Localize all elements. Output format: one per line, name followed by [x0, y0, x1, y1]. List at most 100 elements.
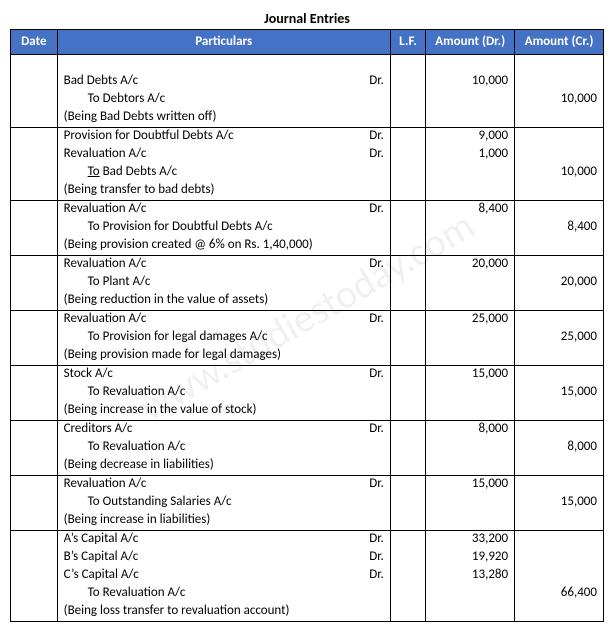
- cell-particulars: Revaluation A/cDr.: [57, 475, 390, 494]
- cell-date: [11, 494, 58, 512]
- cell-amount-dr: [426, 292, 515, 311]
- particulars-text: (Being Bad Debts written off): [64, 109, 217, 124]
- cell-amount-cr: [515, 347, 604, 366]
- cell-lf: [390, 567, 426, 585]
- cell-amount-cr: 8,400: [515, 219, 604, 237]
- table-row: (Being provision created @ 6% on Rs. 1,4…: [11, 237, 604, 256]
- cell-amount-dr: [426, 182, 515, 201]
- cell-particulars: To Provision for legal damages A/c: [57, 329, 390, 347]
- particulars-text: To Provision for Doubtful Debts A/c: [64, 219, 273, 236]
- cell-lf: [390, 512, 426, 531]
- cell-date: [11, 219, 58, 237]
- header-lf: L.F.: [390, 30, 426, 55]
- table-row: (Being transfer to bad debts): [11, 182, 604, 201]
- cell-amount-dr: 25,000: [426, 310, 515, 329]
- cell-particulars: (Being provision created @ 6% on Rs. 1,4…: [57, 237, 390, 256]
- cell-date: [11, 274, 58, 292]
- particulars-text: (Being increase in the value of stock): [64, 402, 257, 417]
- table-row: Bad Debts A/cDr.10,000: [11, 73, 604, 91]
- table-row: To Debtors A/c 10,000: [11, 91, 604, 109]
- cell-lf: [390, 292, 426, 311]
- cell-particulars: (Being reduction in the value of assets): [57, 292, 390, 311]
- cell-particulars: Provision for Doubtful Debts A/cDr.: [57, 127, 390, 146]
- cell-date: [11, 365, 58, 384]
- cell-amount-dr: [426, 494, 515, 512]
- cell-date: [11, 182, 58, 201]
- table-row: Stock A/cDr.15,000: [11, 365, 604, 384]
- cell-amount-dr: 9,000: [426, 127, 515, 146]
- cell-date: [11, 420, 58, 439]
- cell-amount-cr: [515, 457, 604, 476]
- cell-lf: [390, 530, 426, 549]
- particulars-text: Revaluation A/c: [64, 311, 147, 326]
- particulars-text: Revaluation A/c: [64, 201, 147, 216]
- cell-particulars: A’s Capital A/cDr.: [57, 530, 390, 549]
- cell-amount-dr: [426, 274, 515, 292]
- cell-amount-cr: [515, 402, 604, 421]
- table-row: (Being reduction in the value of assets): [11, 292, 604, 311]
- dr-mark: Dr.: [369, 366, 384, 383]
- cell-lf: [390, 310, 426, 329]
- cell-lf: [390, 420, 426, 439]
- table-row: To Outstanding Salaries A/c15,000: [11, 494, 604, 512]
- cell-particulars: To Revaluation A/c: [57, 439, 390, 457]
- cell-lf: [390, 329, 426, 347]
- table-row: Revaluation A/cDr.20,000: [11, 255, 604, 274]
- header-particulars: Particulars: [57, 30, 390, 55]
- particulars-text: Revaluation A/c: [64, 256, 147, 271]
- cell-date: [11, 439, 58, 457]
- cell-lf: [390, 109, 426, 128]
- cell-lf: [390, 274, 426, 292]
- cell-amount-cr: [515, 292, 604, 311]
- cell-date: [11, 146, 58, 164]
- table-row: To Provision for Doubtful Debts A/c 8,400: [11, 219, 604, 237]
- cell-date: [11, 549, 58, 567]
- particulars-text: To Outstanding Salaries A/c: [64, 494, 232, 511]
- particulars-text: (Being loss transfer to revaluation acco…: [64, 603, 290, 618]
- cell-particulars: (Being increase in liabilities): [57, 512, 390, 531]
- header-cr: Amount (Cr.): [515, 30, 604, 55]
- cell-lf: [390, 255, 426, 274]
- table-row: Revaluation A/cDr.1,000: [11, 146, 604, 164]
- cell-date: [11, 512, 58, 531]
- cell-particulars: (Being Bad Debts written off): [57, 109, 390, 128]
- cell-date: [11, 603, 58, 622]
- cell-amount-cr: 10,000: [515, 164, 604, 182]
- table-row: Revaluation A/cDr.15,000: [11, 475, 604, 494]
- cell-lf: [390, 549, 426, 567]
- cell-amount-dr: 33,200: [426, 530, 515, 549]
- particulars-text: Creditors A/c: [64, 421, 133, 436]
- cell-amount-cr: [515, 512, 604, 531]
- cell-amount-dr: [426, 439, 515, 457]
- cell-particulars: To Revaluation A/c: [57, 384, 390, 402]
- table-row: (Being increase in the value of stock): [11, 402, 604, 421]
- cell-amount-dr: 8,400: [426, 200, 515, 219]
- cell-lf: [390, 402, 426, 421]
- cell-amount-cr: [515, 182, 604, 201]
- cell-amount-dr: [426, 384, 515, 402]
- cell-lf: [390, 219, 426, 237]
- cell-amount-cr: 10,000: [515, 91, 604, 109]
- table-row: [11, 54, 604, 73]
- cell-amount-dr: [426, 347, 515, 366]
- cell-amount-dr: [426, 164, 515, 182]
- cell-amount-cr: [515, 567, 604, 585]
- cell-date: [11, 567, 58, 585]
- cell-amount-cr: 8,000: [515, 439, 604, 457]
- cell-amount-dr: [426, 329, 515, 347]
- dr-mark: Dr.: [369, 421, 384, 438]
- table-row: To Plant A/c20,000: [11, 274, 604, 292]
- particulars-text: To Debtors A/c: [64, 91, 165, 108]
- cell-amount-dr: 1,000: [426, 146, 515, 164]
- cell-amount-dr: [426, 237, 515, 256]
- table-row: To Revaluation A/c15,000: [11, 384, 604, 402]
- table-row: (Being loss transfer to revaluation acco…: [11, 603, 604, 622]
- particulars-text: (Being decrease in liabilities): [64, 457, 214, 472]
- dr-mark: Dr.: [369, 549, 384, 566]
- cell-particulars: (Being transfer to bad debts): [57, 182, 390, 201]
- cell-lf: [390, 146, 426, 164]
- cell-date: [11, 292, 58, 311]
- cell-date: [11, 54, 58, 73]
- particulars-text: Revaluation A/c: [64, 476, 147, 491]
- table-row: (Being Bad Debts written off): [11, 109, 604, 128]
